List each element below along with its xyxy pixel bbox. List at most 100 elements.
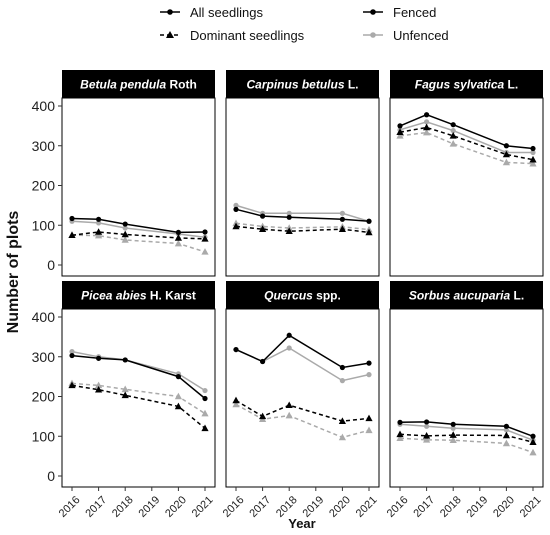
data-point [68,231,76,238]
data-point [423,436,431,443]
x-tick-label: 2021 [518,494,544,520]
x-tick-label: 2020 [163,494,189,520]
series-line [399,131,534,165]
data-point [424,119,430,125]
data-point [232,396,240,404]
data-point [232,222,240,230]
y-tick-label: 100 [32,428,56,444]
series-dominant-unfenced [68,379,209,417]
data-point [365,426,373,434]
series-line [399,433,534,443]
data-point [529,438,537,446]
x-tick-label: 2018 [110,494,136,520]
panel-title: Sorbus aucuparia L. [409,289,524,303]
data-point [450,122,456,128]
x-tick-label: 2018 [438,494,464,520]
legend-key-marker [370,9,376,15]
data-point [96,220,102,226]
data-point [450,425,456,431]
data-point [530,145,536,152]
x-tick-label: 2016 [57,494,83,520]
data-point [338,225,346,233]
y-axis-title: Number of plots [5,211,22,334]
data-point [503,423,509,429]
data-point [424,423,430,429]
legend-item-fenced: Fenced [363,5,436,20]
panel-title-authority: L. [504,78,518,92]
data-point [95,385,103,393]
data-point [122,225,128,231]
data-point [365,228,373,236]
data-point [175,229,181,236]
data-point [529,159,537,167]
panel-title-authority: L. [345,78,359,92]
data-point [286,214,292,220]
data-point [201,234,209,242]
data-point [424,419,430,425]
data-point [449,436,457,444]
data-point [233,206,239,212]
data-point [530,149,536,156]
series-all-fenced [397,112,536,152]
data-point [201,248,209,255]
y-tick-label: 400 [32,98,56,114]
panel-strip [390,70,543,98]
data-point [259,225,267,233]
panel-4: Quercus spp.2016 2017 2018 2019 2020 2021 [221,281,380,520]
x-tick-label: 2020 [327,494,353,520]
panel-title-taxon: Betula pendula [80,78,166,92]
data-point [122,221,128,227]
data-point [286,210,292,216]
panel-plot-area [225,97,380,277]
series-dominant-fenced [396,123,537,163]
data-point [174,239,182,247]
data-point [338,433,346,441]
series-all-fenced [233,206,372,224]
legend-label-all: All seedlings [190,5,263,20]
panel-title-authority: H. Karst [147,289,196,303]
data-point [503,427,509,433]
data-point [121,236,129,243]
data-point [233,346,239,353]
data-point [121,385,129,393]
data-point [502,158,510,166]
y-tick-label: 0 [47,468,55,484]
panel-title: Betula pendula Roth [80,78,197,92]
data-point [122,357,128,363]
data-point [201,424,209,432]
data-point [201,409,209,417]
data-point [365,414,373,422]
data-point [449,132,457,139]
y-tick-label: 100 [32,217,56,233]
series-line [399,126,534,161]
x-tick-label: 2019 [465,494,491,520]
data-point [285,401,293,409]
y-tick-label: 400 [32,309,56,325]
y-tick-label: 200 [32,178,56,194]
series-line [71,384,206,429]
data-point [259,412,267,420]
panel-strip [390,281,543,309]
series-all-fenced [397,419,536,439]
x-tick-label: 2016 [221,494,247,520]
panel-2: Fagus sylvatica L. [389,70,544,277]
series-all-fenced [69,352,208,402]
y-tick-label: 0 [47,257,55,273]
data-point [529,448,537,456]
series-dominant-fenced [232,222,373,236]
legend-label-dominant: Dominant seedlings [190,28,305,43]
data-point [396,132,404,139]
x-axis-title: Year [288,516,315,531]
series-dominant-fenced [232,396,373,424]
data-point [69,215,75,222]
x-tick-label: 2017 [411,494,437,520]
y-tick-label: 300 [32,138,56,154]
data-point [502,439,510,447]
data-point [95,381,103,389]
panel-plot-area [389,97,544,277]
data-point [286,332,292,338]
panel-title: Carpinus betulus L. [246,78,358,92]
data-point [202,229,208,235]
x-tick-label: 2019 [137,494,163,520]
data-point [285,411,293,419]
